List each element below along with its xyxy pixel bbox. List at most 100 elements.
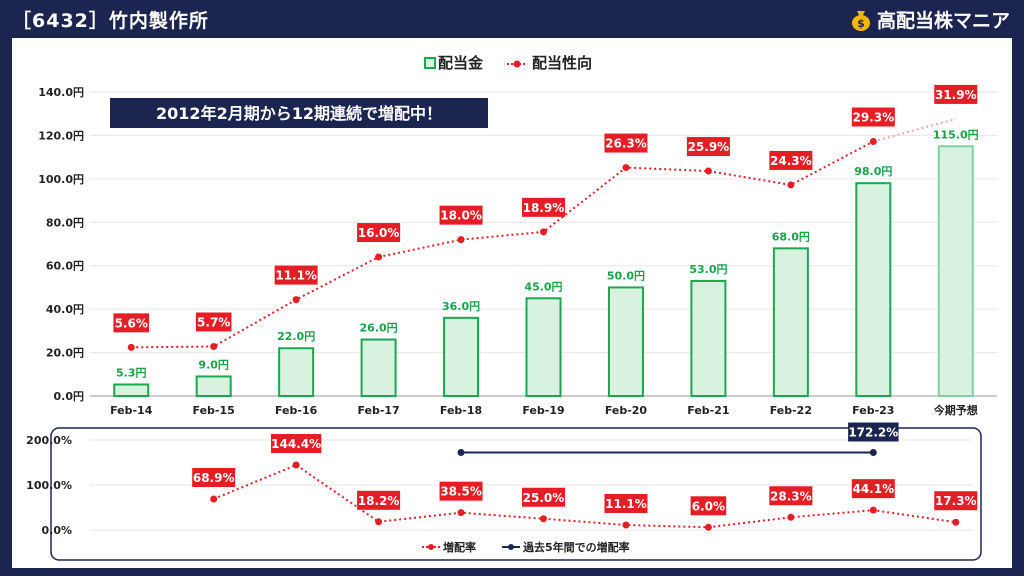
growth-rate-label-box	[357, 490, 401, 510]
legend-marker-five-year	[508, 544, 514, 550]
growth-rate-label-box	[270, 434, 322, 454]
dividend-bar	[113, 383, 150, 397]
dividend-value-label: 115.0円	[933, 128, 979, 141]
y-tick-label: 100.0円	[38, 173, 84, 186]
x-tick-label: Feb-21	[687, 404, 729, 417]
payout-ratio-point	[869, 138, 877, 146]
payout-ratio-label: 18.0%	[440, 209, 482, 223]
five-year-growth-label: 172.2%	[848, 426, 898, 440]
growth-rate-point	[457, 509, 465, 517]
dividend-bar	[937, 145, 974, 397]
payout-ratio-line	[131, 140, 874, 349]
x-tick-label: Feb-16	[275, 404, 318, 417]
growth-rate-label-box	[604, 494, 648, 514]
growth-rate-label-box	[769, 486, 813, 506]
banner-text: 2012年2月期から12期連続で増配中！	[156, 104, 442, 123]
y-tick-label: 80.0円	[46, 216, 84, 229]
growth-rate-label-box	[522, 487, 565, 507]
dividend-bar	[690, 279, 727, 398]
growth-rate-label: 11.1%	[605, 497, 647, 511]
y-tick-label: 120.0円	[38, 129, 84, 142]
growth-rate-point	[375, 518, 383, 526]
brand-logo: $ 高配当株マニア	[851, 6, 1010, 33]
dividend-value-label: 5.3円	[116, 366, 147, 379]
payout-ratio-label-box	[851, 107, 895, 127]
growth-rate-label-box	[690, 496, 727, 516]
payout-ratio-label: 11.1%	[275, 269, 317, 283]
money-bag-icon: $	[851, 10, 870, 31]
payout-ratio-label-box	[439, 205, 483, 225]
five-year-growth-label-box	[848, 422, 899, 442]
growth-rate-point	[210, 495, 218, 503]
payout-ratio-point	[787, 181, 795, 189]
dividend-bar	[772, 247, 809, 397]
growth-rate-label-box	[439, 481, 483, 501]
dividend-value-label: 22.0円	[277, 330, 315, 343]
chart-svg: 配当金 配当性向 0.0円 20.0円 40.0円 60.0円 80.0円 100.0円 120…	[26, 54, 997, 561]
growth-rate-label: 25.0%	[523, 491, 565, 505]
growth-rate-label: 144.4%	[271, 437, 321, 451]
x-tick-label: Feb-18	[440, 404, 482, 417]
payout-ratio-point	[622, 164, 630, 172]
y-tick-label: 140.0円	[38, 86, 84, 99]
payout-ratio-point	[704, 167, 712, 175]
y-tick-label: 0.0円	[54, 390, 85, 403]
payout-ratio-label: 5.6%	[115, 316, 148, 330]
payout-ratio-label-box	[522, 197, 565, 217]
x-tick-label: Feb-22	[770, 404, 812, 417]
dividend-bar	[278, 347, 315, 398]
five-year-growth-point	[869, 449, 877, 457]
y-tick-label: 40.0円	[46, 303, 84, 316]
svg-text:$: $	[857, 17, 865, 30]
payout-ratio-point	[375, 253, 383, 261]
dividend-bar	[855, 182, 892, 397]
five-year-growth-point	[457, 449, 465, 457]
banner-box	[110, 98, 488, 128]
chart-panel: 配当金 配当性向 0.0円 20.0円 40.0円 60.0円 80.0円 100.0円 120…	[12, 38, 1012, 568]
payout-ratio-label-box	[357, 223, 401, 243]
payout-ratio-label: 31.9%	[935, 88, 977, 102]
payout-ratio-label-box	[604, 133, 648, 153]
growth-rate-point	[540, 515, 547, 523]
dividend-value-label: 45.0円	[524, 280, 562, 293]
growth-rate-point	[622, 521, 630, 529]
payout-ratio-label: 26.3%	[605, 137, 647, 151]
y-tick-label: 20.0円	[46, 347, 84, 360]
x-tick-label: Feb-20	[605, 404, 648, 417]
legend-marker-growth	[428, 544, 434, 550]
payout-ratio-label: 5.7%	[197, 315, 230, 329]
payout-ratio-label-box	[274, 265, 318, 285]
growth-rate-label: 68.9%	[193, 471, 235, 485]
growth-rate-label: 38.5%	[440, 485, 482, 499]
payout-ratio-point	[292, 296, 300, 304]
growth-rate-point	[292, 461, 300, 469]
legend-label-ratio: 配当性向	[532, 54, 592, 72]
brand-name: 高配当株マニア	[876, 10, 1010, 32]
payout-ratio-point	[540, 228, 547, 236]
payout-ratio-point	[210, 342, 218, 350]
dividend-value-label: 26.0円	[360, 322, 398, 335]
bottom-legend: 増配率 過去5年間での増配率	[422, 540, 630, 554]
payout-ratio-label: 24.3%	[770, 154, 812, 168]
x-tick-label: Feb-15	[193, 404, 235, 417]
dividend-bar	[443, 316, 480, 398]
dividend-value-label: 36.0円	[442, 300, 480, 313]
dividend-value-label: 98.0円	[854, 165, 892, 178]
growth-rate-point	[704, 523, 712, 531]
payout-ratio-label-box	[686, 137, 730, 157]
growth-rate-label: 44.1%	[852, 482, 894, 496]
growth-rate-label: 28.3%	[770, 489, 812, 503]
payout-ratio-forecast-line	[873, 117, 957, 143]
x-tick-label: Feb-14	[110, 404, 153, 417]
payout-ratio-point	[127, 343, 135, 351]
growth-chart-frame	[50, 427, 982, 561]
y-tick-label-bottom: 0.0%	[41, 524, 72, 537]
x-tick-label: 今期予想	[933, 403, 978, 417]
growth-rate-point	[952, 518, 960, 526]
dividend-value-label: 53.0円	[689, 263, 727, 276]
growth-rate-label: 18.2%	[358, 494, 400, 508]
payout-ratio-label-box	[195, 312, 232, 332]
dividend-value-label: 9.0円	[198, 358, 229, 371]
legend-label-dividend: 配当金	[438, 54, 484, 72]
legend-label-five-year: 過去5年間での増配率	[522, 540, 630, 554]
